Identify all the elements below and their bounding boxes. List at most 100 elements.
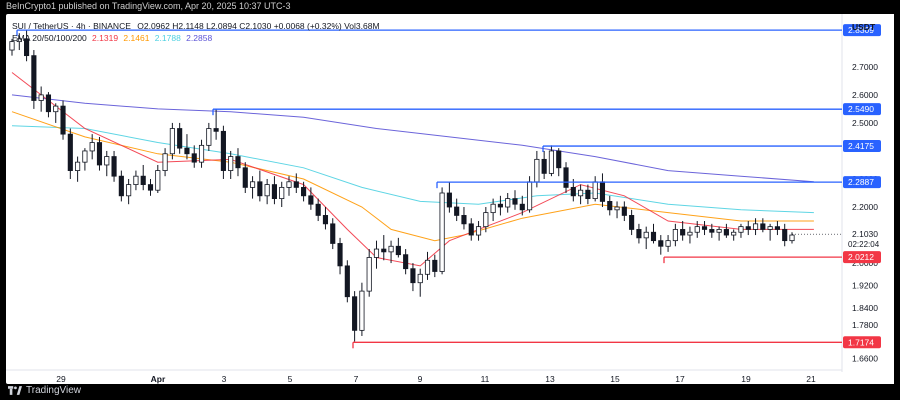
candle-up: [483, 212, 489, 228]
candle-down: [322, 215, 329, 225]
candle-down: [629, 215, 635, 230]
candle-down: [709, 229, 715, 233]
candle-down: [403, 254, 409, 270]
candle-up: [490, 203, 496, 214]
candle-up: [133, 175, 139, 185]
candle-up: [162, 153, 168, 171]
candle-down: [352, 296, 358, 331]
candle-down: [315, 203, 321, 216]
ema20-line: [11, 72, 814, 267]
x-tick-label: 15: [610, 374, 620, 384]
candle-down: [257, 181, 263, 197]
candle-up: [417, 273, 423, 284]
candle-down: [271, 184, 277, 200]
candle-down: [235, 156, 241, 169]
candle-down: [432, 259, 438, 272]
candle-up: [687, 231, 693, 236]
candle-down: [395, 245, 401, 256]
candle-down: [497, 203, 503, 208]
ema100-line: [11, 125, 814, 214]
candle-up: [9, 41, 15, 51]
candle-down: [293, 181, 299, 188]
x-tick-label: 29: [56, 374, 66, 384]
candle-up: [38, 94, 44, 101]
y-tick-label: 1.9200: [852, 281, 878, 291]
candle-down: [60, 105, 66, 135]
candle-down: [723, 229, 729, 236]
resistance-level-label: 2.5490: [848, 104, 874, 114]
current-price-label: 2.1030: [852, 229, 878, 239]
candle-down: [461, 215, 467, 225]
resistance-level-tag: [843, 24, 881, 37]
x-tick-label: 21: [806, 374, 816, 384]
ema-legend[interactable]: EMA 20/50/100/200 2.1319 2.1461 2.1788 2…: [12, 33, 212, 43]
candle-up: [264, 184, 270, 197]
candle-down: [191, 153, 197, 163]
ema-label: EMA 20/50/100/200: [12, 33, 87, 43]
candle-down: [585, 189, 591, 200]
candle-up: [89, 142, 95, 152]
candle-up: [475, 226, 482, 236]
candle-up: [16, 38, 22, 43]
x-tick-label: 3: [222, 374, 227, 384]
candle-up: [752, 223, 759, 230]
candle-up: [694, 226, 700, 233]
candle-up: [439, 192, 445, 272]
candle-down: [454, 206, 460, 216]
resistance-level-tag: [843, 176, 881, 189]
candle-down: [31, 55, 37, 101]
candle-up: [286, 181, 292, 188]
candle-up: [388, 245, 394, 253]
y-tick-label: 2.7000: [852, 62, 878, 72]
tradingview-logo-icon: [8, 386, 22, 395]
x-tick-label: 13: [545, 374, 555, 384]
symbol-label[interactable]: SUI / TetherUS · 4h · BINANCE: [12, 21, 131, 31]
support-level-label: 2.0212: [848, 252, 874, 262]
candle-down: [599, 181, 606, 202]
candle-down: [111, 156, 117, 177]
candle-up: [126, 184, 132, 197]
candle-down: [570, 186, 576, 197]
candle-up: [359, 290, 365, 331]
candle-down: [782, 229, 788, 242]
tradingview-footer: TradingView: [8, 385, 81, 396]
candle-up: [505, 198, 511, 208]
symbol-ohlc-line: SUI / TetherUS · 4h · BINANCE O2.0962 H2…: [12, 21, 380, 31]
y-tick-label: 1.7800: [852, 320, 878, 330]
candle-down: [701, 226, 708, 230]
candle-down: [658, 240, 664, 247]
candle-down: [621, 206, 627, 216]
ema200-line: [11, 94, 814, 183]
candle-up: [82, 150, 88, 163]
candle-down: [607, 201, 613, 211]
resistance-level-tag: [843, 140, 881, 153]
candle-down: [330, 223, 336, 244]
candle-down: [242, 167, 248, 188]
candle-up: [738, 226, 744, 233]
candle-down: [96, 142, 103, 166]
candle-up: [155, 170, 161, 191]
candle-up: [643, 231, 649, 239]
y-tick-label: 1.8400: [852, 303, 878, 313]
price-chart[interactable]: 2.70002.60002.50002.30002.20002.00001.92…: [6, 14, 894, 384]
candle-down: [541, 158, 547, 174]
candle-down: [519, 203, 525, 211]
ema20-value: 2.1319: [92, 33, 119, 43]
support-level-label: 1.7174: [848, 337, 874, 347]
candle-up: [53, 105, 59, 113]
candle-down: [760, 223, 766, 230]
resistance-level-label: 2.4175: [848, 141, 874, 151]
chart-panel: 2.70002.60002.50002.30002.20002.00001.92…: [6, 14, 894, 384]
candle-up: [789, 234, 795, 242]
candle-down: [650, 231, 657, 242]
resistance-level-tag: [843, 103, 881, 116]
y-tick-label: 2.5000: [852, 118, 878, 128]
candle-up: [104, 156, 110, 166]
candle-down: [184, 147, 190, 155]
candle-up: [169, 128, 175, 155]
y-tick-label: 2.6000: [852, 90, 878, 100]
y-tick-label: 1.6600: [852, 353, 878, 363]
bar-countdown-label: 02:22:04: [848, 240, 880, 249]
ema100-value: 2.1788: [154, 33, 181, 43]
